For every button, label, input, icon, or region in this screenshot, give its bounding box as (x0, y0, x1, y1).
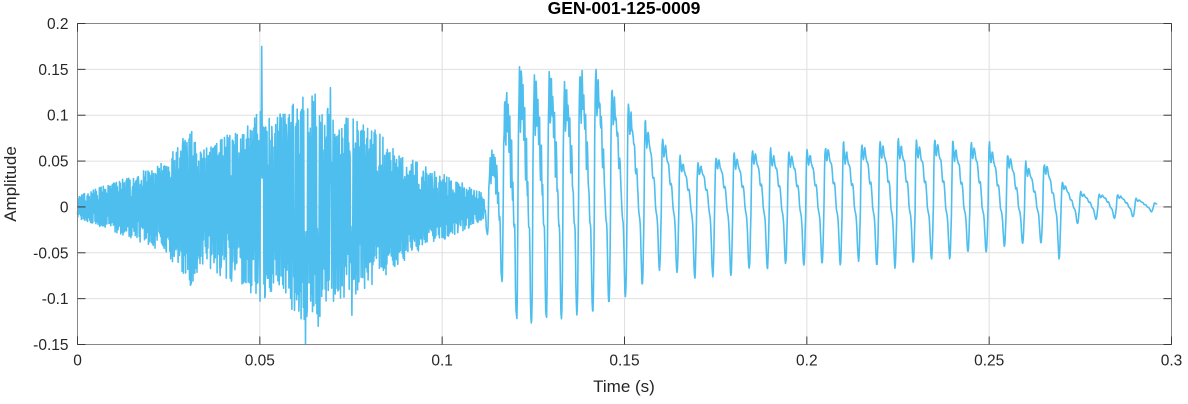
y-tick-label: 0.05 (38, 154, 68, 171)
waveform-series (76, 45, 1158, 346)
x-tick-label: 0.05 (245, 353, 275, 370)
x-tick-label: 0.1 (431, 353, 453, 370)
x-tick-label: 0.2 (796, 353, 818, 370)
y-axis-label: Amplitude (1, 146, 20, 222)
chart-title: GEN-001-125-0009 (548, 0, 701, 18)
x-tick-label: 0 (73, 353, 82, 370)
y-tick-label: -0.1 (42, 291, 69, 308)
waveform-path (76, 45, 1158, 346)
y-tick-label: -0.05 (33, 245, 68, 262)
x-tick-label: 0.25 (974, 353, 1004, 370)
y-tick-label: -0.15 (33, 337, 68, 354)
x-tick-label: 0.3 (1161, 353, 1183, 370)
y-tick-label: 0.15 (38, 62, 68, 79)
x-tick-label: 0.15 (609, 353, 639, 370)
axes-box (77, 23, 1172, 345)
tick-labels: 0 0.05 0.1 0.15 0.2 0.25 0.3 -0.15 -0.1 -0.05 0 0.0… (33, 16, 1182, 370)
y-tick-label: 0.1 (47, 108, 69, 125)
y-tick-label: 0 (60, 199, 69, 216)
y-tick-label: 0.2 (47, 16, 69, 33)
x-axis-label: Time (s) (593, 377, 655, 396)
